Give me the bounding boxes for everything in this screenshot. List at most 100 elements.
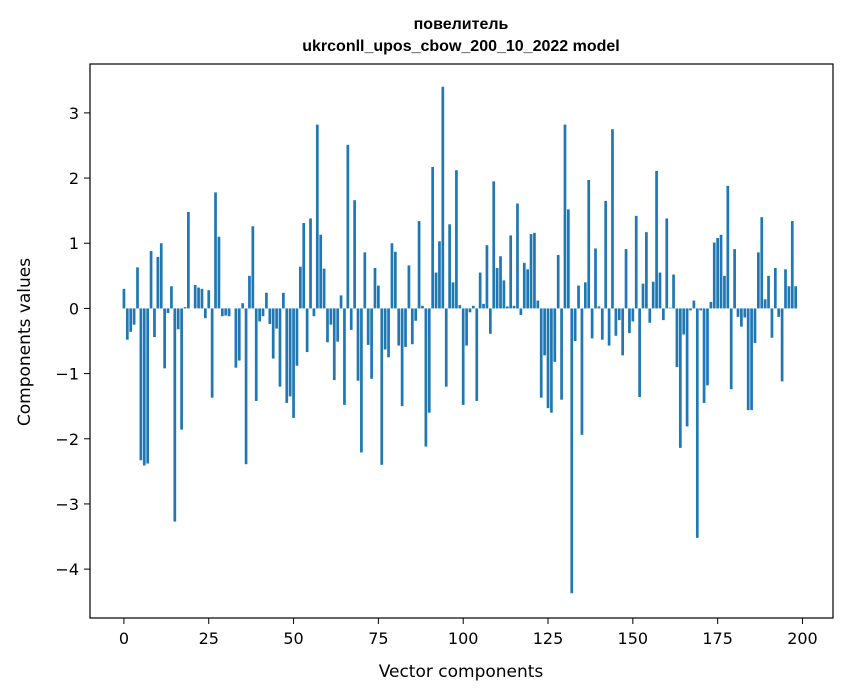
- bar-93: [438, 241, 441, 309]
- bar-75: [377, 285, 380, 309]
- bar-151: [634, 215, 638, 309]
- bar-156: [651, 281, 655, 309]
- bar-96: [448, 224, 451, 309]
- bar-141: [600, 308, 604, 340]
- bar-45: [275, 308, 278, 329]
- bar-157: [655, 170, 658, 309]
- bar-113: [505, 306, 509, 309]
- bar-139: [594, 248, 597, 309]
- bar-121: [533, 232, 536, 309]
- bar-61: [329, 308, 333, 325]
- y-tick-label--3: −3: [55, 495, 79, 514]
- bar-147: [621, 308, 625, 356]
- bar-198: [794, 286, 798, 309]
- bar-40: [258, 308, 261, 322]
- bar-18: [183, 307, 187, 309]
- y-tick-label-2: 2: [69, 169, 79, 188]
- bar-183: [743, 308, 747, 318]
- bar-38: [251, 226, 255, 309]
- bar-177: [723, 275, 726, 309]
- bar-153: [641, 283, 645, 309]
- bar-98: [455, 170, 458, 309]
- bar-181: [736, 308, 740, 317]
- bar-185: [750, 308, 753, 411]
- bar-184: [746, 308, 750, 411]
- bar-136: [583, 282, 587, 309]
- bar-137: [587, 180, 591, 309]
- bar-66: [346, 144, 350, 309]
- bar-94: [441, 86, 445, 309]
- bar-150: [631, 308, 635, 322]
- x-tick-label-0: 0: [119, 629, 129, 648]
- bar-188: [760, 217, 764, 309]
- bar-27: [214, 192, 217, 309]
- bar-21: [193, 284, 197, 309]
- bar-19: [187, 211, 190, 309]
- bar-79: [390, 243, 394, 309]
- bar-89: [424, 308, 428, 447]
- bar-92: [434, 272, 438, 309]
- bar-126: [550, 308, 553, 413]
- bar-87: [417, 221, 421, 309]
- bar-160: [665, 218, 669, 309]
- bar-134: [577, 285, 580, 309]
- bar-4: [136, 267, 139, 309]
- bar-76: [380, 308, 384, 465]
- bar-125: [546, 308, 550, 409]
- bar-165: [682, 308, 686, 335]
- bar-186: [753, 308, 757, 343]
- bar-109: [492, 181, 496, 309]
- bar-68: [353, 200, 356, 309]
- bar-135: [580, 308, 584, 435]
- bar-107: [485, 245, 489, 309]
- bar-158: [658, 272, 662, 309]
- bar-174: [712, 242, 716, 309]
- bar-73: [370, 308, 373, 379]
- bar-25: [207, 290, 211, 309]
- bar-56: [312, 308, 316, 317]
- bar-159: [662, 308, 665, 321]
- bar-173: [709, 301, 713, 309]
- bar-155: [648, 308, 652, 323]
- bar-122: [536, 300, 540, 309]
- bar-115: [512, 305, 516, 309]
- bar-146: [617, 308, 621, 321]
- bar-2: [129, 308, 133, 332]
- x-tick-label-200: 200: [787, 629, 818, 648]
- bar-103: [472, 305, 475, 309]
- bar-31: [227, 308, 231, 317]
- bar-166: [685, 308, 689, 427]
- bar-78: [387, 308, 390, 358]
- bar-67: [349, 308, 353, 330]
- bar-35: [241, 303, 245, 309]
- bar-129: [560, 308, 563, 400]
- bar-178: [726, 185, 730, 309]
- bar-34: [237, 308, 241, 361]
- bar-41: [261, 308, 265, 317]
- bar-171: [702, 308, 706, 403]
- bar-133: [573, 308, 577, 341]
- bar-12: [163, 308, 166, 369]
- bar-105: [478, 272, 482, 309]
- bar-15: [173, 308, 177, 522]
- x-tick-label-75: 75: [368, 629, 388, 648]
- bar-192: [773, 268, 777, 309]
- bar-116: [516, 203, 519, 309]
- bar-143: [607, 308, 611, 346]
- bar-60: [326, 308, 329, 343]
- bar-176: [719, 234, 723, 309]
- bar-0: [122, 288, 126, 309]
- bar-39: [254, 308, 258, 401]
- bar-37: [248, 275, 251, 309]
- x-tick-label-175: 175: [702, 629, 733, 648]
- bar-111: [499, 256, 502, 309]
- bar-6: [142, 308, 146, 466]
- bar-191: [770, 308, 774, 338]
- bar-63: [336, 308, 340, 342]
- bar-23: [200, 288, 204, 309]
- y-axis-label: Components values: [15, 258, 35, 426]
- bar-108: [488, 308, 492, 334]
- bar-58: [319, 234, 323, 309]
- bar-17: [180, 308, 183, 430]
